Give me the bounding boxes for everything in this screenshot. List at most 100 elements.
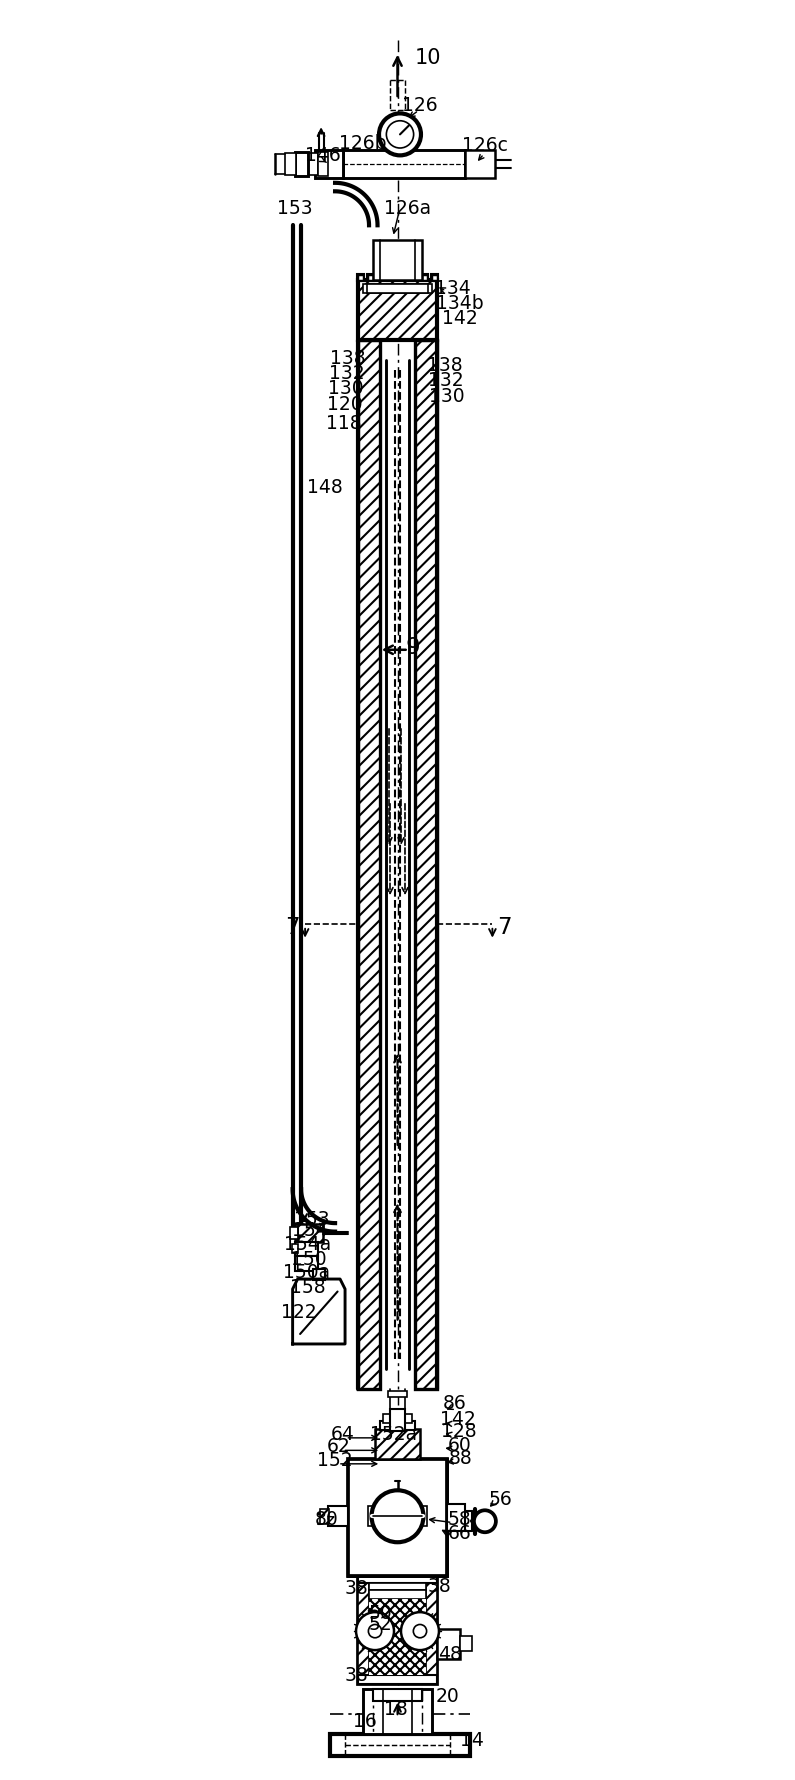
Text: 130: 130 bbox=[429, 386, 465, 406]
Bar bbox=[369, 1582, 426, 1590]
Bar bbox=[312, 1269, 324, 1280]
Text: 18: 18 bbox=[384, 1700, 408, 1718]
Bar bbox=[426, 1574, 437, 1684]
Bar bbox=[408, 276, 413, 281]
Bar bbox=[285, 153, 296, 176]
Text: 152: 152 bbox=[317, 1451, 353, 1470]
Text: 142: 142 bbox=[442, 308, 478, 328]
Bar bbox=[448, 1504, 465, 1531]
Bar bbox=[320, 1509, 329, 1524]
Text: 146: 146 bbox=[304, 146, 340, 166]
Bar bbox=[328, 1506, 347, 1525]
Bar bbox=[366, 285, 429, 294]
Circle shape bbox=[474, 1511, 496, 1533]
Bar bbox=[363, 285, 432, 294]
Text: 126a: 126a bbox=[384, 199, 431, 217]
Bar bbox=[390, 1410, 405, 1431]
Bar bbox=[437, 1629, 460, 1659]
Bar bbox=[460, 1636, 472, 1652]
Text: 56: 56 bbox=[489, 1490, 513, 1508]
Circle shape bbox=[401, 1613, 439, 1650]
Text: 153: 153 bbox=[277, 199, 313, 217]
Circle shape bbox=[371, 1490, 424, 1541]
Text: 88: 88 bbox=[449, 1449, 473, 1467]
Text: 158: 158 bbox=[290, 1278, 325, 1296]
Bar bbox=[290, 1226, 297, 1239]
Text: 126c: 126c bbox=[462, 137, 508, 155]
Text: 60: 60 bbox=[448, 1436, 471, 1454]
Bar bbox=[367, 276, 373, 281]
Text: 128: 128 bbox=[440, 1422, 476, 1442]
Bar bbox=[358, 340, 380, 1388]
Text: 150a: 150a bbox=[282, 1262, 330, 1282]
Bar bbox=[422, 276, 428, 281]
Text: 14: 14 bbox=[460, 1730, 484, 1750]
Bar bbox=[308, 153, 317, 176]
Text: 7: 7 bbox=[285, 915, 301, 938]
Text: 10: 10 bbox=[415, 48, 441, 68]
Text: 38: 38 bbox=[427, 1577, 451, 1595]
Bar bbox=[358, 281, 437, 340]
Circle shape bbox=[413, 1625, 427, 1638]
Text: 120: 120 bbox=[328, 395, 363, 415]
Text: 152a: 152a bbox=[370, 1424, 417, 1444]
Bar bbox=[363, 1689, 432, 1734]
Bar bbox=[394, 142, 406, 151]
Bar bbox=[380, 1422, 415, 1431]
Bar bbox=[413, 1460, 448, 1577]
Bar bbox=[295, 1255, 317, 1271]
Bar bbox=[358, 1574, 437, 1582]
Bar bbox=[375, 1429, 420, 1460]
Bar bbox=[295, 153, 308, 176]
Text: 150: 150 bbox=[291, 1250, 327, 1269]
Text: 50: 50 bbox=[368, 1604, 392, 1622]
Bar bbox=[432, 276, 437, 281]
Text: 118: 118 bbox=[326, 413, 362, 433]
Text: 80: 80 bbox=[315, 1509, 339, 1529]
Bar bbox=[347, 1460, 382, 1577]
Circle shape bbox=[379, 114, 421, 157]
Circle shape bbox=[368, 1625, 382, 1638]
Bar bbox=[369, 1598, 426, 1675]
Bar bbox=[358, 340, 380, 1388]
Bar bbox=[347, 1460, 448, 1481]
Bar bbox=[465, 151, 494, 178]
Text: 134: 134 bbox=[435, 279, 471, 297]
Bar bbox=[295, 1242, 317, 1255]
Bar bbox=[358, 1574, 369, 1684]
Bar bbox=[347, 1554, 448, 1577]
Text: 138: 138 bbox=[330, 349, 366, 367]
Bar bbox=[382, 1413, 413, 1422]
Bar bbox=[358, 281, 437, 340]
Bar bbox=[292, 1244, 297, 1253]
Bar bbox=[373, 240, 422, 281]
Text: 20: 20 bbox=[436, 1687, 460, 1705]
Circle shape bbox=[356, 1613, 394, 1650]
Text: 132: 132 bbox=[329, 363, 364, 383]
Text: 122: 122 bbox=[281, 1303, 317, 1321]
Bar bbox=[315, 151, 343, 178]
Text: 62: 62 bbox=[328, 1436, 351, 1456]
Bar bbox=[356, 274, 363, 281]
Text: 66: 66 bbox=[448, 1524, 471, 1541]
Text: 52: 52 bbox=[368, 1614, 392, 1634]
Bar bbox=[373, 1689, 422, 1702]
Bar bbox=[386, 274, 394, 281]
Bar bbox=[415, 340, 437, 1388]
Text: 58: 58 bbox=[448, 1509, 471, 1529]
Bar bbox=[358, 276, 363, 281]
Text: 7: 7 bbox=[498, 915, 512, 938]
Bar bbox=[347, 1460, 448, 1577]
Text: 148: 148 bbox=[307, 479, 343, 497]
Text: 154a: 154a bbox=[284, 1235, 332, 1253]
Bar bbox=[387, 276, 393, 281]
Bar bbox=[420, 1506, 428, 1525]
Circle shape bbox=[386, 121, 413, 148]
Bar bbox=[366, 274, 374, 281]
Text: 86: 86 bbox=[443, 1394, 467, 1413]
Text: 126: 126 bbox=[402, 96, 438, 116]
Text: 153: 153 bbox=[294, 1210, 329, 1228]
Bar bbox=[406, 274, 413, 281]
Bar bbox=[367, 1506, 375, 1525]
Bar bbox=[358, 1675, 437, 1684]
